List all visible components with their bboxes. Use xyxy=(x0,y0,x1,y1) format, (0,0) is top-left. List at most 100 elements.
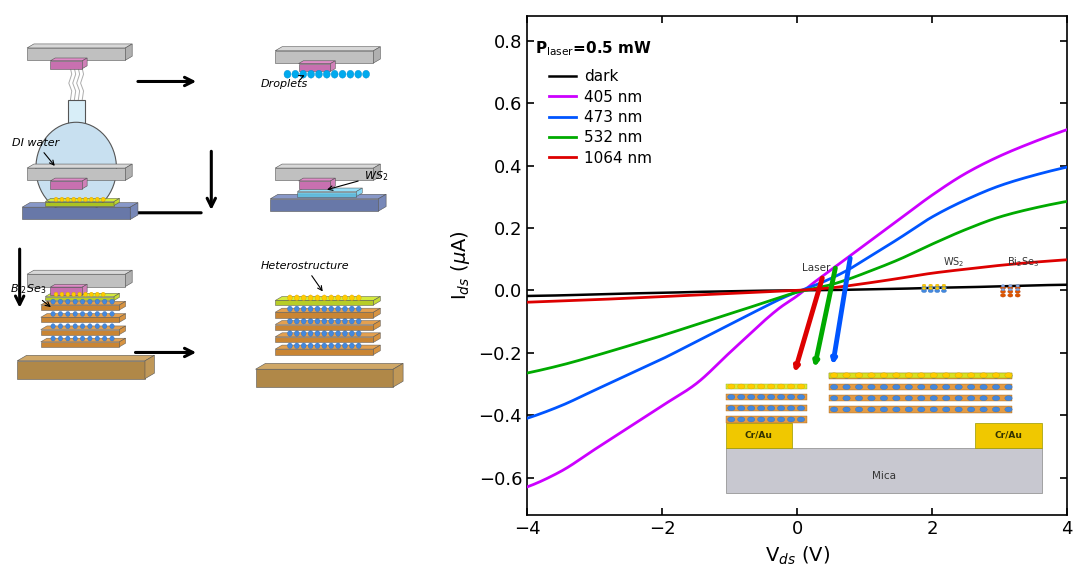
Circle shape xyxy=(95,336,99,341)
Circle shape xyxy=(60,292,64,297)
Polygon shape xyxy=(275,333,380,337)
Circle shape xyxy=(350,295,354,300)
Circle shape xyxy=(301,343,306,349)
Circle shape xyxy=(287,306,293,312)
Circle shape xyxy=(308,295,313,300)
Polygon shape xyxy=(374,164,380,180)
Polygon shape xyxy=(145,355,154,379)
Circle shape xyxy=(295,318,299,324)
Polygon shape xyxy=(114,293,120,300)
Polygon shape xyxy=(298,181,330,189)
Circle shape xyxy=(308,70,314,78)
Polygon shape xyxy=(82,58,87,69)
Circle shape xyxy=(295,331,299,336)
Polygon shape xyxy=(51,61,82,69)
Circle shape xyxy=(350,318,354,324)
Circle shape xyxy=(51,311,55,317)
Circle shape xyxy=(66,336,70,341)
Circle shape xyxy=(328,306,334,312)
Circle shape xyxy=(342,318,348,324)
Polygon shape xyxy=(120,301,125,310)
Circle shape xyxy=(350,343,354,349)
Circle shape xyxy=(73,324,78,329)
Circle shape xyxy=(73,336,78,341)
Circle shape xyxy=(51,299,55,304)
Circle shape xyxy=(73,311,78,317)
Polygon shape xyxy=(41,314,125,317)
Polygon shape xyxy=(45,297,114,300)
Polygon shape xyxy=(125,44,132,61)
Circle shape xyxy=(66,292,70,297)
Polygon shape xyxy=(270,199,378,211)
Circle shape xyxy=(78,197,82,201)
Circle shape xyxy=(328,331,334,336)
Polygon shape xyxy=(275,296,380,300)
Polygon shape xyxy=(256,369,393,387)
Circle shape xyxy=(315,343,320,349)
Circle shape xyxy=(328,318,334,324)
Text: DI water: DI water xyxy=(12,138,59,165)
Polygon shape xyxy=(27,48,125,61)
Circle shape xyxy=(103,299,107,304)
Circle shape xyxy=(322,318,327,324)
Circle shape xyxy=(356,295,361,300)
Circle shape xyxy=(66,299,70,304)
Circle shape xyxy=(322,306,327,312)
Circle shape xyxy=(71,292,76,297)
Circle shape xyxy=(103,324,107,329)
Polygon shape xyxy=(275,345,380,349)
Polygon shape xyxy=(120,326,125,335)
Polygon shape xyxy=(298,61,335,63)
Circle shape xyxy=(60,197,64,201)
Circle shape xyxy=(315,295,320,300)
Polygon shape xyxy=(41,301,125,305)
Polygon shape xyxy=(41,329,120,335)
Polygon shape xyxy=(393,363,403,387)
Circle shape xyxy=(287,318,293,324)
Circle shape xyxy=(66,324,70,329)
Polygon shape xyxy=(51,178,87,181)
Circle shape xyxy=(295,306,299,312)
Circle shape xyxy=(58,299,63,304)
Polygon shape xyxy=(275,168,374,180)
Polygon shape xyxy=(374,308,380,318)
Polygon shape xyxy=(330,61,335,72)
Circle shape xyxy=(342,295,348,300)
Y-axis label: I$_{ds}$ ($\mu$A): I$_{ds}$ ($\mu$A) xyxy=(448,230,472,300)
Polygon shape xyxy=(51,287,82,295)
Polygon shape xyxy=(374,321,380,330)
Circle shape xyxy=(36,122,117,214)
Circle shape xyxy=(347,70,354,78)
Circle shape xyxy=(110,336,114,341)
Polygon shape xyxy=(298,178,335,181)
Polygon shape xyxy=(22,207,131,219)
Circle shape xyxy=(336,295,340,300)
Polygon shape xyxy=(378,194,387,211)
Circle shape xyxy=(83,292,87,297)
Text: Droplets: Droplets xyxy=(260,76,308,89)
Polygon shape xyxy=(17,355,154,361)
Polygon shape xyxy=(275,51,374,63)
Circle shape xyxy=(315,306,320,312)
Polygon shape xyxy=(41,342,120,347)
Polygon shape xyxy=(256,363,403,369)
Circle shape xyxy=(58,311,63,317)
Circle shape xyxy=(54,292,58,297)
Circle shape xyxy=(308,343,313,349)
Polygon shape xyxy=(45,201,114,205)
Text: WS$_2$: WS$_2$ xyxy=(328,169,388,190)
Circle shape xyxy=(342,306,348,312)
Circle shape xyxy=(301,331,306,336)
Circle shape xyxy=(103,311,107,317)
Polygon shape xyxy=(275,337,374,342)
Circle shape xyxy=(95,324,99,329)
Polygon shape xyxy=(41,326,125,329)
Circle shape xyxy=(342,343,348,349)
Circle shape xyxy=(292,70,299,78)
Circle shape xyxy=(355,70,362,78)
Circle shape xyxy=(308,331,313,336)
Circle shape xyxy=(95,197,99,201)
Circle shape xyxy=(66,311,70,317)
Polygon shape xyxy=(275,300,374,305)
Circle shape xyxy=(336,331,340,336)
